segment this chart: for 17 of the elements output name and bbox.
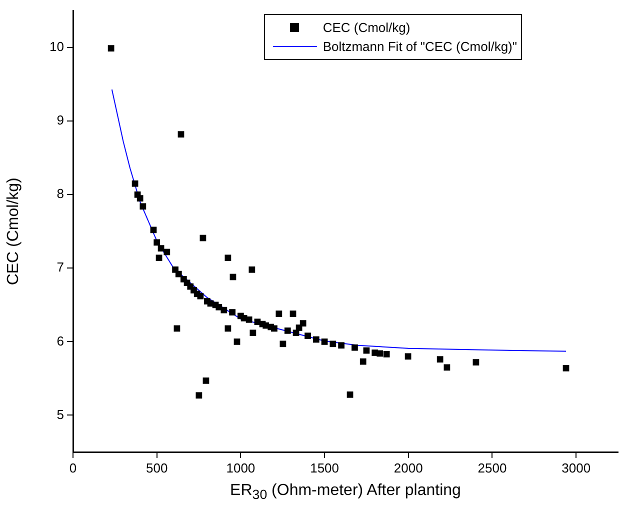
x-tick-label: 500 bbox=[146, 460, 168, 476]
x-tick-label: 1000 bbox=[226, 460, 256, 476]
y-tick-label: 9 bbox=[56, 112, 64, 128]
y-tick-label: 8 bbox=[56, 186, 64, 202]
y-tick-label: 5 bbox=[56, 406, 64, 422]
x-tick-label: 2000 bbox=[394, 460, 423, 476]
x-axis-title: ER$_{30}$ (Ohm-meter) After planting bbox=[229, 482, 462, 502]
y-tick-label: 10 bbox=[50, 39, 64, 54]
x-tick-label: 0 bbox=[69, 460, 77, 476]
x-tick-label: 2500 bbox=[478, 460, 507, 476]
legend-label: Boltzmann Fit of "CEC (Cmol/kg)" bbox=[322, 38, 517, 56]
y-axis-title: CEC (Cmol/kg) bbox=[5, 178, 22, 286]
x-tick-label: 1500 bbox=[310, 460, 339, 476]
y-tick-label: 6 bbox=[56, 333, 64, 348]
y-tick-label: 7 bbox=[56, 260, 64, 275]
x-tick-label: 3000 bbox=[562, 460, 591, 476]
legend-label: CEC (Cmol/kg) bbox=[322, 19, 410, 37]
